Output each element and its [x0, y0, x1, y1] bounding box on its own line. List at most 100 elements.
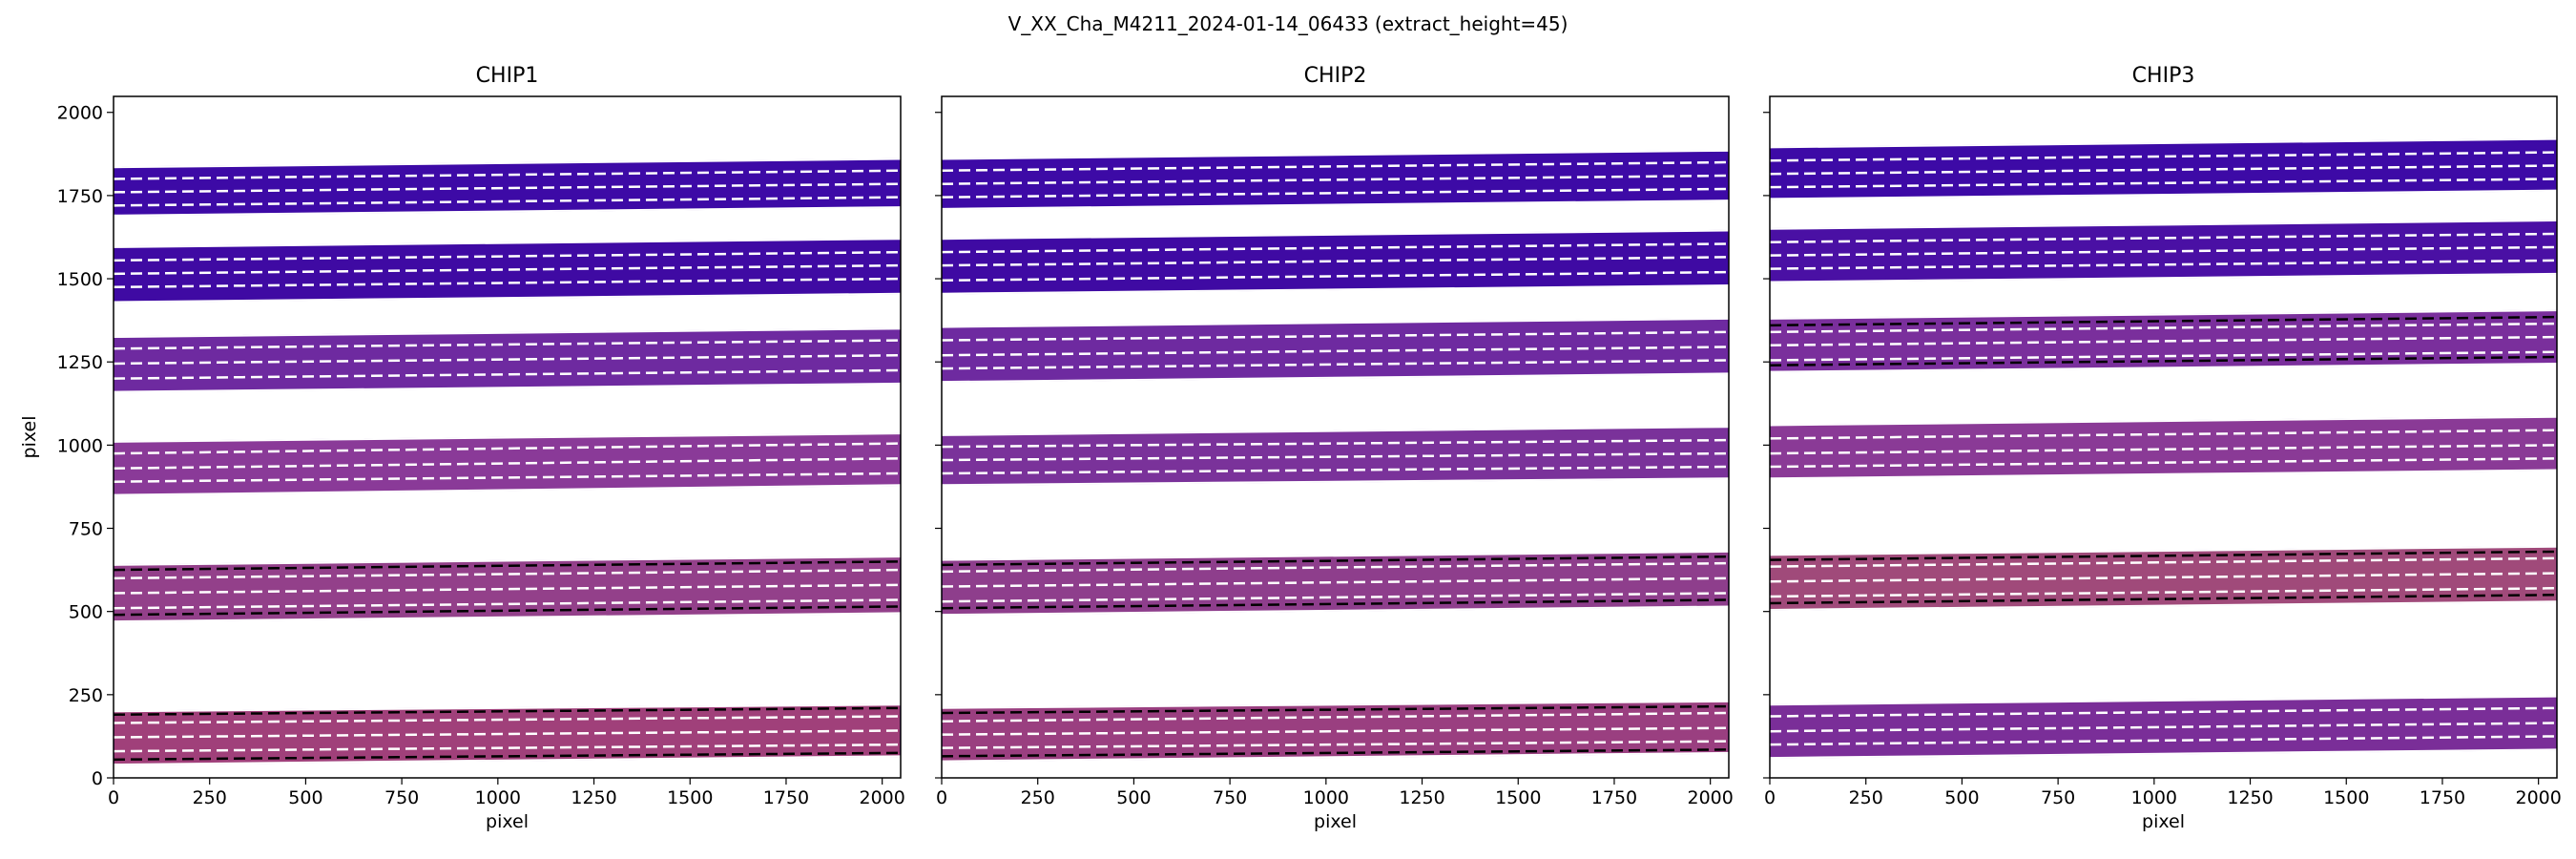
order-band-3: [942, 426, 1729, 486]
x-tick-label: 1500: [1495, 787, 1541, 808]
order-edge-top: [114, 238, 901, 248]
order-edge-bottom: [942, 751, 1729, 763]
trace-dashed-white-2: [942, 174, 1729, 185]
order-edge-top: [942, 700, 1729, 709]
order-edge-top: [1770, 137, 2557, 149]
order-edge-top: [114, 703, 901, 713]
trace-dashed-white-1: [942, 359, 1729, 370]
y-tick-label: 250: [69, 685, 103, 706]
trace-dashed-white-1: [1770, 735, 2557, 746]
order-band-5: [114, 238, 901, 304]
x-tick-label: 2000: [2515, 787, 2561, 808]
order-band-1: [114, 703, 901, 765]
order-edge-bottom: [114, 382, 901, 393]
trace-dashed-white-3: [942, 561, 1729, 574]
order-band-4: [942, 318, 1729, 383]
x-tick-label: 1000: [1303, 787, 1349, 808]
order-edge-bottom: [942, 284, 1729, 295]
x-tick-label: 1750: [763, 787, 809, 808]
trace-dashed-white-3: [1770, 429, 2557, 440]
trace-dashed-white-1: [942, 465, 1729, 475]
panel-title: CHIP1: [476, 64, 539, 88]
order-edge-bottom: [114, 206, 901, 217]
plot-area: [114, 157, 901, 766]
order-band-2: [1770, 545, 2557, 611]
x-tick-label: 500: [1116, 787, 1151, 808]
y-axis-label: pixel: [19, 416, 40, 459]
x-tick-label: 1500: [667, 787, 713, 808]
trace-dashed-white-1: [1770, 587, 2557, 598]
panel-title: CHIP3: [2132, 64, 2195, 88]
trace-dashed-white-3: [1770, 151, 2557, 162]
order-edge-bottom: [942, 199, 1729, 210]
trace-dashed-white-2: [114, 457, 901, 471]
x-tick-label: 750: [1213, 787, 1247, 808]
trace-dashed-black-2: [114, 706, 901, 717]
trace-dashed-white-3: [1770, 232, 2557, 243]
trace-dashed-black-1: [114, 751, 901, 762]
figure-suptitle: V_XX_Cha_M4211_2024-01-14_06433 (extract…: [1008, 12, 1568, 35]
y-tick-label: 1500: [57, 269, 103, 290]
chip-panel-2: 0 250 500 750 1000 1250 1500 1750 2000 CHIP2 pixel: [935, 64, 1734, 832]
trace-dashed-white-1: [114, 277, 901, 289]
trace-dashed-white-3: [114, 715, 901, 724]
x-tick-label: 0: [108, 787, 119, 808]
order-band-2: [114, 555, 901, 622]
trace-dashed-white-1: [1770, 350, 2557, 362]
trace-dashed-white-1: [942, 187, 1729, 199]
y-tick-label: 1000: [57, 435, 103, 456]
y-tick-label: 2000: [57, 103, 103, 124]
x-tick-label: 250: [193, 787, 227, 808]
order-edge-top: [942, 149, 1729, 160]
order-band-4: [1770, 309, 2557, 373]
x-tick-label: 500: [288, 787, 322, 808]
trace-dashed-white-2: [114, 729, 901, 739]
order-edge-bottom: [114, 484, 901, 496]
trace-dashed-black-2: [1770, 550, 2557, 561]
y-tick-label: 1250: [57, 352, 103, 373]
trace-dashed-white-2: [114, 182, 901, 194]
trace-dashed-white-1: [114, 743, 901, 753]
y-tick-label: 1750: [57, 186, 103, 207]
trace-dashed-white-3: [1770, 556, 2557, 568]
trace-dashed-white-2: [1770, 444, 2557, 455]
x-tick-label: 750: [2041, 787, 2075, 808]
x-tick-label: 1000: [475, 787, 521, 808]
x-tick-label: 250: [1849, 787, 1883, 808]
order-edge-bottom: [1770, 362, 2557, 373]
trace-dashed-white-1: [1770, 178, 2557, 189]
trace-dashed-white-2: [1770, 722, 2557, 733]
order-edge-bottom: [942, 477, 1729, 487]
order-edge-top: [942, 229, 1729, 241]
trace-dashed-white-1: [1770, 259, 2557, 270]
trace-dashed-white-2: [114, 583, 901, 595]
trace-dashed-black-1: [1770, 355, 2557, 367]
trace-dashed-white-1: [114, 368, 901, 380]
trace-dashed-white-3: [1770, 706, 2557, 718]
trace-dashed-white-2: [114, 353, 901, 366]
order-band-3: [1770, 415, 2557, 479]
trace-dashed-white-3: [114, 169, 901, 180]
order-edge-bottom: [1770, 469, 2557, 480]
x-axis-label: pixel: [1314, 811, 1357, 832]
order-edge-top: [1770, 309, 2557, 320]
order-edge-top: [1770, 220, 2557, 230]
order-edge-bottom: [1770, 748, 2557, 760]
y-tick-label: 750: [69, 519, 103, 540]
order-band-6: [114, 157, 901, 217]
order-edge-top: [114, 555, 901, 566]
x-tick-label: 0: [1764, 787, 1776, 808]
order-edge-top: [942, 426, 1729, 436]
trace-dashed-white-3: [942, 330, 1729, 342]
trace-dashed-white-1: [114, 598, 901, 610]
trace-dashed-white-2: [942, 576, 1729, 588]
order-edge-top: [942, 550, 1729, 561]
order-edge-top: [114, 432, 901, 443]
x-tick-label: 750: [384, 787, 419, 808]
trace-dashed-black-2: [114, 560, 901, 572]
x-tick-label: 1500: [2323, 787, 2369, 808]
order-edge-bottom: [114, 292, 901, 304]
trace-dashed-white-1: [114, 471, 901, 483]
chip-panel-1: 0 250 500 750 1000 1250 1500 1750 2000 0 250 500 750…: [19, 64, 905, 832]
